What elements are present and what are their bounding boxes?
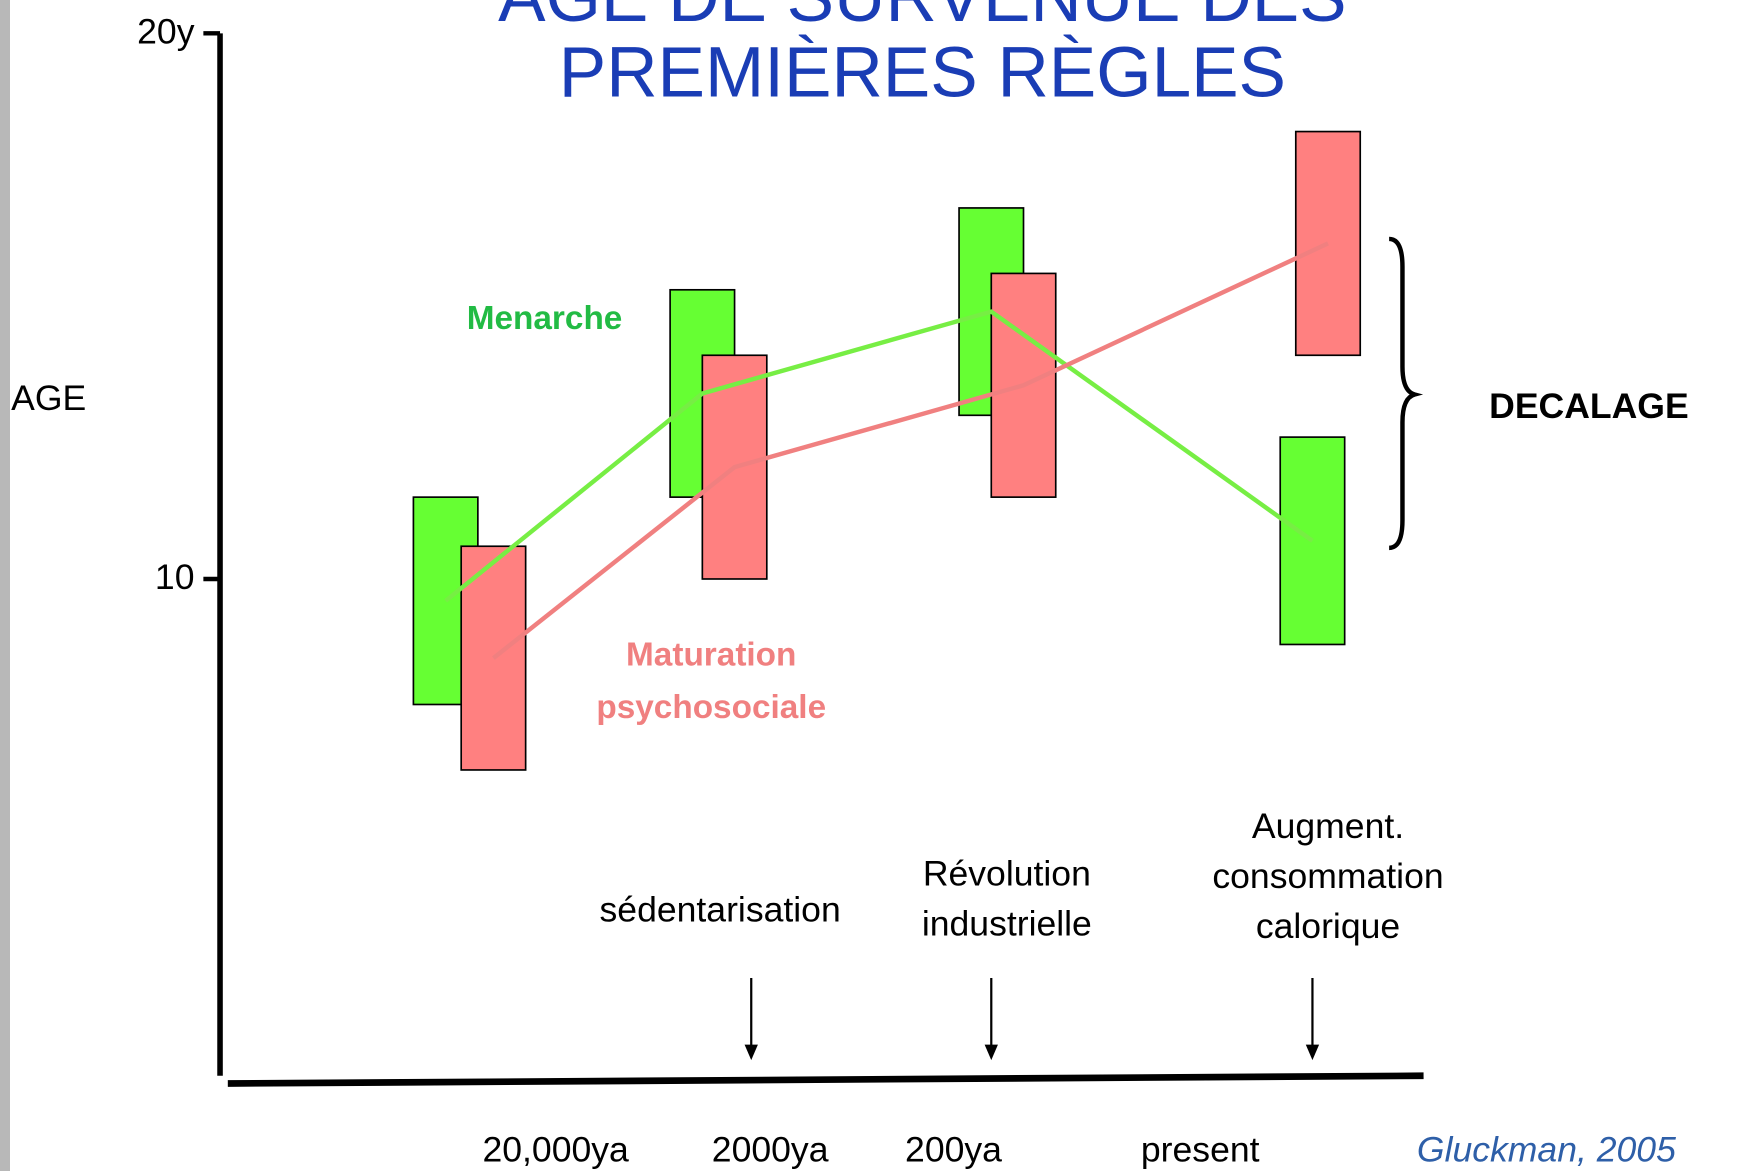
annotation: consommation <box>1212 855 1444 896</box>
y-axis-label: AGE <box>11 377 87 418</box>
y-tick-label: 20y <box>137 11 195 52</box>
annotation: calorique <box>1255 905 1401 946</box>
x-tick-label: 200ya <box>905 1129 1002 1170</box>
title: PREMIÈRES RÈGLES <box>558 32 1286 113</box>
x-axis <box>227 1072 1424 1087</box>
arrow-head <box>744 1044 758 1061</box>
source: Gluckman, 2005 <box>1416 1129 1676 1170</box>
x-tick-label: 2000ya <box>711 1129 829 1170</box>
bracket-label: DECALAGE <box>1489 385 1689 426</box>
annotation: Augment. <box>1251 805 1405 846</box>
range-bar <box>1294 130 1362 357</box>
series-line <box>444 309 1314 603</box>
lines <box>444 241 1329 660</box>
arrows <box>750 977 1314 1051</box>
series-label: Menarche <box>466 300 623 337</box>
series-label: Maturation psychosociale <box>596 636 827 726</box>
annotation: sédentarisation <box>599 889 841 930</box>
title: AGE DE SURVENUE DES <box>498 0 1346 36</box>
x-tick-label: present <box>1140 1129 1260 1170</box>
y-tick-label: 10 <box>154 556 195 597</box>
series-line <box>492 241 1329 660</box>
arrow-head <box>1305 1044 1320 1061</box>
brace <box>1388 236 1424 551</box>
left-edge <box>0 0 11 1171</box>
annotation: Révolution <box>922 853 1091 894</box>
arrow-heads <box>744 1044 1320 1061</box>
x-tick-label: 20,000ya <box>482 1129 629 1170</box>
annotation: industrielle <box>921 903 1092 944</box>
arrow-head <box>984 1044 998 1061</box>
